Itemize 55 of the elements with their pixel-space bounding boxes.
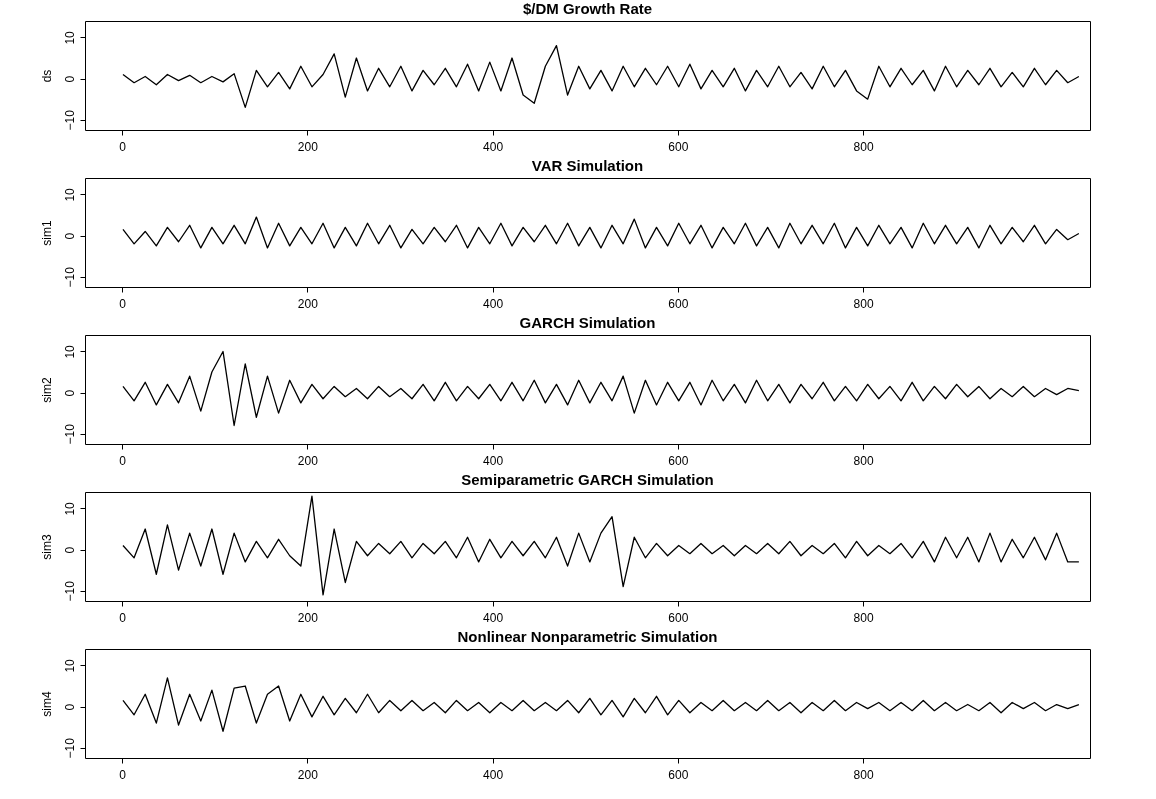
y-tick-label: 10 [62,187,77,202]
y-tick-label: 0 [62,75,77,83]
y-tick-label: −10 [62,109,77,131]
line-series [122,216,1080,249]
x-tick-label: 200 [297,296,319,311]
y-tick-label: −10 [62,737,77,759]
x-tick-label: 400 [483,453,504,468]
x-tick-label: 0 [119,296,127,311]
y-tick-label: 10 [62,658,77,673]
x-tick-label: 0 [119,610,127,625]
x-tick-label: 0 [119,453,127,468]
x-tick-label: 800 [853,610,874,625]
x-tick-label: 800 [853,453,874,468]
x-tick-label: 400 [483,767,504,782]
y-axis-title: ds [39,69,54,83]
y-axis-title: sim2 [39,377,54,403]
y-tick-label: 0 [62,703,77,711]
chart-title: Nonlinear Nonparametric Simulation [457,628,718,645]
y-axis-title: sim4 [39,691,54,717]
y-tick-label: 0 [62,389,77,397]
line-series [122,677,1080,732]
x-tick-label: 200 [297,767,319,782]
y-tick-label: 10 [62,501,77,516]
x-tick-label: 800 [853,767,874,782]
y-axis-title: sim3 [39,534,54,560]
y-tick-label: 0 [62,232,77,240]
chart-title: $/DM Growth Rate [522,0,653,17]
x-tick-label: 0 [119,767,127,782]
x-tick-label: 200 [297,139,319,154]
y-tick-label: 10 [62,344,77,359]
x-tick-label: 800 [853,296,874,311]
y-axis-title: sim1 [39,220,54,246]
x-tick-label: 400 [483,296,504,311]
x-tick-label: 800 [853,139,874,154]
x-tick-label: 400 [483,610,504,625]
chart-title: Semiparametric GARCH Simulation [461,471,714,488]
y-tick-label: −10 [62,423,77,445]
x-tick-label: 600 [668,139,689,154]
x-tick-label: 600 [668,453,689,468]
y-tick-label: −10 [62,266,77,288]
y-tick-label: 10 [62,30,77,45]
line-series [122,350,1080,427]
x-tick-label: 600 [668,610,689,625]
x-tick-label: 200 [297,610,319,625]
x-tick-label: 600 [668,767,689,782]
line-series [122,495,1080,596]
x-tick-label: 600 [668,296,689,311]
x-tick-label: 400 [483,139,504,154]
x-tick-label: 0 [119,139,127,154]
chart-title: VAR Simulation [531,157,644,174]
y-tick-label: 0 [62,546,77,554]
chart-title: GARCH Simulation [519,314,656,331]
line-series [122,45,1080,109]
y-tick-label: −10 [62,580,77,602]
x-tick-label: 200 [297,453,319,468]
